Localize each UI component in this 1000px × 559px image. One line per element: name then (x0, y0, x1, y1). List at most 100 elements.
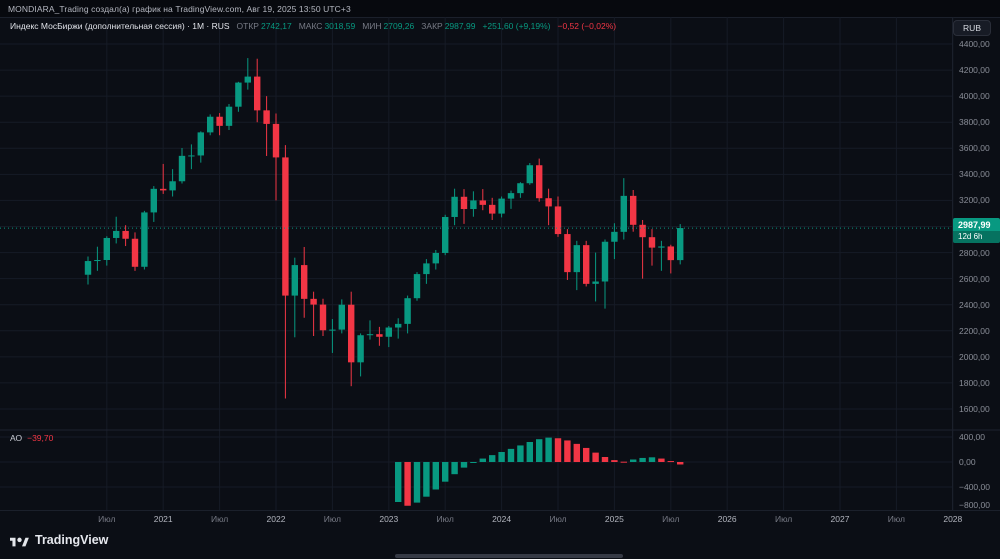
price-axis[interactable]: −800,00 −400,00 0,00 400,00 1600,00 1800,00 20… (952, 17, 1000, 510)
candle-body (554, 206, 562, 235)
price-tick-label: 2800,00 (959, 247, 990, 258)
price-tick-label: 2400,00 (959, 299, 990, 310)
symbol-title[interactable]: Индекс МосБиржи (дополнительная сессия) … (10, 21, 230, 31)
candle-body (385, 327, 392, 337)
candle-body (648, 237, 656, 248)
price-tick-label: 4000,00 (959, 91, 990, 102)
ao-bar (573, 443, 580, 462)
indicator-name[interactable]: АО (10, 433, 23, 443)
legend-open: ОТКР 2742,17 (237, 21, 292, 31)
ao-bar (648, 457, 656, 462)
candle-body (310, 298, 317, 305)
candle-body (489, 204, 496, 214)
legend-high: МАКС 3018,59 (299, 21, 355, 31)
candle-body (131, 238, 139, 267)
candle-body (141, 212, 148, 267)
candle-body (338, 304, 345, 330)
candle-body (244, 76, 251, 83)
attribution-text: MONDIARA_Trading создал(а) график на Tra… (8, 3, 351, 14)
candle-body (291, 265, 298, 296)
ao-tick-label: 400,00 (959, 432, 985, 442)
ao-tick-label: −800,00 (959, 500, 990, 510)
candle-body (235, 82, 242, 107)
candle-body (413, 274, 421, 299)
candle-body (470, 200, 477, 210)
candle-body (573, 245, 580, 273)
candle-body (348, 304, 355, 363)
ao-bar (489, 455, 496, 462)
candle-body (357, 335, 364, 363)
indicator-value: −39,70 (27, 433, 54, 443)
time-axis-label: 2026 (717, 514, 737, 524)
candle-body (197, 132, 204, 156)
candle-body (432, 252, 439, 264)
high-label: МАКС (298, 21, 323, 31)
price-tick-label: 2600,00 (959, 273, 990, 284)
candle-body (94, 260, 101, 262)
ao-bar (536, 439, 543, 462)
close-label: ЗАКР (421, 21, 443, 31)
candle-body (677, 228, 684, 261)
candle-body (630, 195, 637, 225)
tradingview-logo[interactable]: TradingView (10, 533, 108, 547)
candle-body (460, 196, 468, 210)
candles-layer (84, 58, 684, 399)
currency-button[interactable]: RUB (953, 20, 991, 36)
candle-body (113, 230, 120, 238)
candle-body (178, 155, 186, 182)
last-price-label: 2987,99 12d 6h (953, 218, 1000, 244)
candle-body (423, 263, 430, 275)
price-tick-label: 3800,00 (959, 117, 990, 128)
candle-body (272, 123, 280, 158)
ao-bar (667, 461, 674, 463)
candle-body (376, 334, 383, 337)
ao-bar (677, 462, 684, 465)
candle-body (479, 200, 486, 205)
ao-bar (395, 462, 402, 502)
time-axis-label: Июл (774, 514, 793, 524)
bar-change-value: +251,60 (+9,19%) (482, 21, 551, 31)
candle-body (658, 246, 665, 248)
horizontal-scrollbar-thumb[interactable] (395, 554, 623, 558)
candle-body (216, 116, 223, 126)
open-value: 2742,17 (260, 21, 292, 31)
ao-tick-label: −400,00 (959, 482, 990, 492)
candle-body (517, 183, 524, 194)
close-value: 2987,99 (444, 21, 476, 31)
price-tick-label: 3600,00 (959, 143, 990, 154)
candle-body (536, 165, 543, 199)
price-tick-label: 3200,00 (959, 195, 990, 206)
candle-body (498, 198, 505, 214)
price-tick-label: 4400,00 (959, 39, 990, 49)
ao-bar (611, 460, 618, 462)
legend-close: ЗАКР 2987,99 (421, 21, 475, 31)
candle-body (169, 181, 176, 191)
candle-body (301, 265, 308, 299)
ao-bar (460, 462, 468, 468)
ao-bar (592, 452, 599, 462)
attribution-bar: MONDIARA_Trading создал(а) график на Tra… (0, 0, 1000, 18)
ao-bar (404, 462, 411, 506)
candle-body (404, 298, 411, 324)
legend-low: МИН 2709,26 (362, 21, 414, 31)
ao-bar (451, 462, 458, 475)
candle-body (611, 231, 618, 242)
time-axis-label: 2024 (492, 514, 512, 524)
candle-body (160, 188, 167, 191)
ao-tick-label: 0,00 (959, 457, 976, 467)
candle-body (122, 230, 129, 239)
time-axis[interactable]: Июл 2021 Июл 2022 Июл 2023 Июл 2024 Июл 2025 Июл 20… (0, 510, 1000, 527)
time-axis-label: Июл (210, 514, 229, 524)
price-tick-label: 4200,00 (959, 65, 990, 76)
ao-bar (658, 458, 665, 462)
time-axis-label: 2028 (943, 514, 963, 524)
ao-bar (507, 448, 515, 462)
time-axis-label: Июл (887, 514, 906, 524)
ao-bar (601, 457, 609, 462)
time-axis-label: Июл (323, 514, 342, 524)
last-price-value: 2987,99 (958, 220, 991, 231)
chart-area[interactable]: Индекс МосБиржи (дополнительная сессия) … (0, 17, 1000, 559)
candle-body (601, 241, 609, 282)
candle-body (507, 193, 515, 199)
